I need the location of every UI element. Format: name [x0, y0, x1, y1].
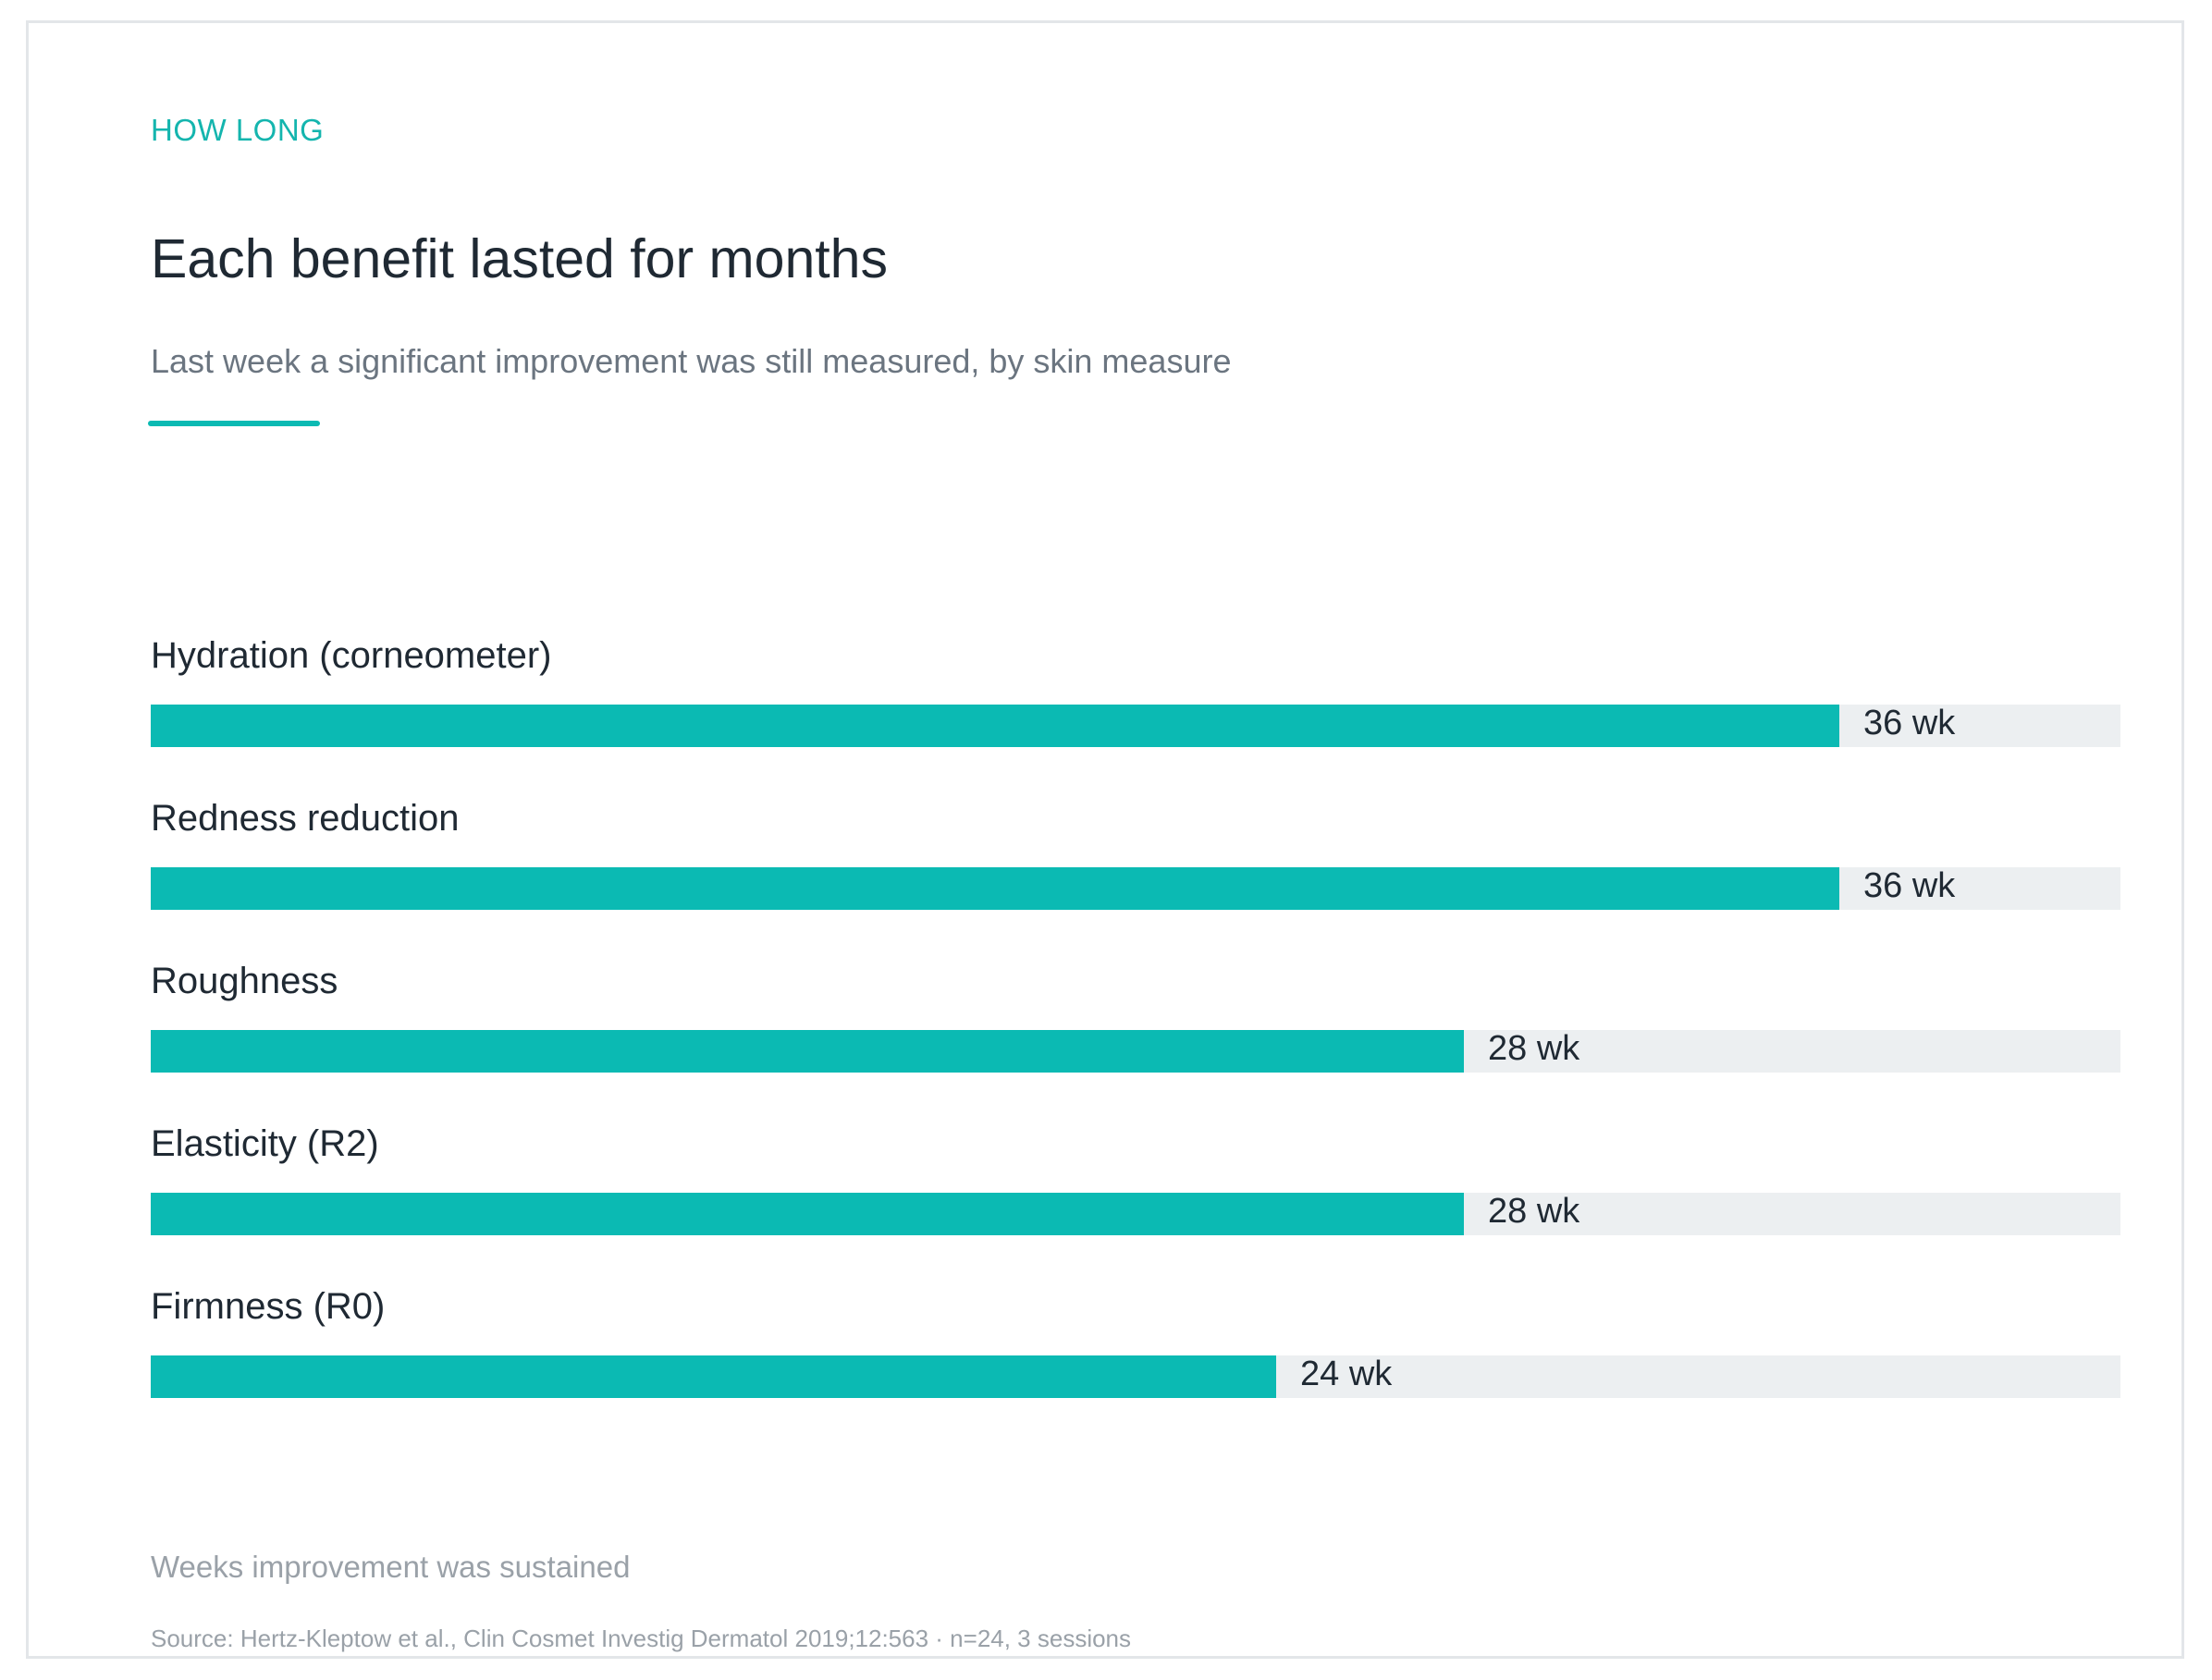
bar-row: Hydration (corneometer) 36 wk [151, 615, 2120, 763]
bar-track [151, 867, 2120, 910]
bar-row: Firmness (R0) 24 wk [151, 1266, 2120, 1414]
accent-divider [148, 421, 320, 426]
eyebrow-label: HOW LONG [151, 113, 325, 147]
bar-row: Elasticity (R2) 28 wk [151, 1103, 2120, 1251]
chart-card: HOW LONG Each benefit lasted for months … [26, 20, 2184, 1659]
category-label: Hydration (corneometer) [151, 635, 552, 676]
chart-title: Each benefit lasted for months [151, 228, 888, 289]
bar [151, 867, 1839, 910]
bar-track [151, 1355, 2120, 1398]
x-axis-label: Weeks improvement was sustained [151, 1550, 631, 1584]
bar-value-label: 24 wk [1300, 1355, 1393, 1393]
bar-row: Redness reduction 36 wk [151, 778, 2120, 926]
bar-value-label: 36 wk [1863, 704, 1956, 742]
bar-track [151, 1030, 2120, 1073]
category-label: Firmness (R0) [151, 1286, 386, 1327]
bar-chart: Hydration (corneometer) 36 wk Redness redu… [151, 615, 2120, 1429]
bar-row: Roughness 28 wk [151, 940, 2120, 1088]
bar-value-label: 36 wk [1863, 866, 1956, 905]
bar [151, 1193, 1464, 1235]
chart-subtitle: Last week a significant improvement was … [151, 342, 1232, 380]
bar [151, 705, 1839, 747]
bar-value-label: 28 wk [1488, 1192, 1580, 1231]
bar-track [151, 1193, 2120, 1235]
bar-value-label: 28 wk [1488, 1029, 1580, 1068]
source-note: Source: Hertz-Kleptow et al., Clin Cosme… [151, 1625, 1132, 1652]
bar [151, 1030, 1464, 1073]
bar-track [151, 705, 2120, 747]
category-label: Elasticity (R2) [151, 1123, 379, 1164]
category-label: Roughness [151, 961, 338, 1001]
bar [151, 1355, 1276, 1398]
category-label: Redness reduction [151, 798, 460, 839]
